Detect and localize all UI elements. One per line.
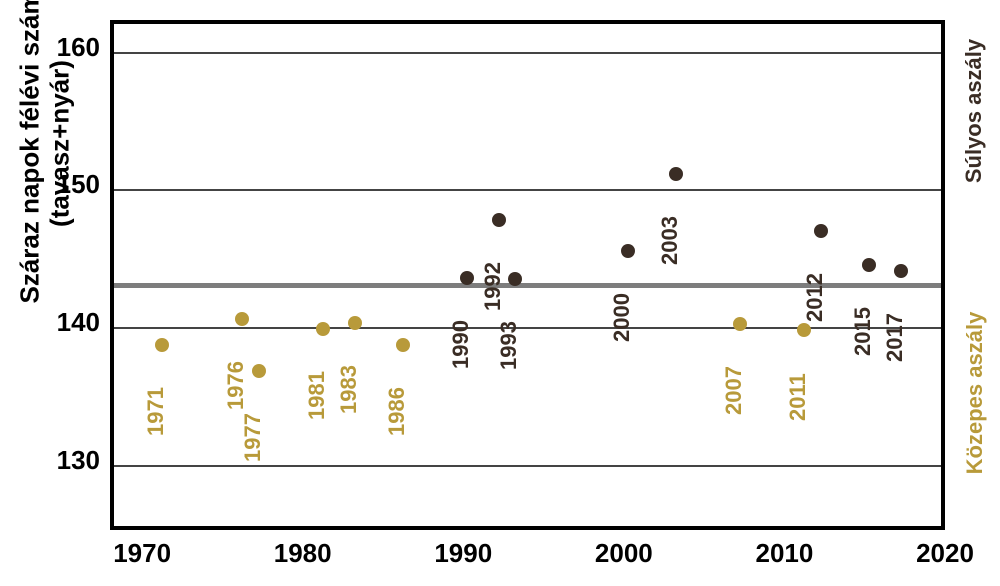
data-point — [814, 224, 828, 238]
data-point-label: 1976 — [225, 361, 247, 410]
gridline-y — [114, 465, 941, 467]
data-point — [316, 322, 330, 336]
y-tick-label: 130 — [50, 445, 100, 476]
plot-area: 1971 1976 1977 1981 1983 1986 2007 2011 1990 1992… — [110, 20, 945, 530]
data-point — [460, 271, 474, 285]
data-point-label: 1992 — [482, 262, 504, 311]
y-axis-label-line1: Száraz napok félévi száma — [15, 0, 46, 304]
data-point-label: 2011 — [787, 373, 809, 421]
data-point — [669, 167, 683, 181]
y-tick-label: 160 — [50, 32, 100, 63]
data-point — [621, 244, 635, 258]
data-point-label: 1990 — [450, 320, 472, 369]
data-point — [862, 258, 876, 272]
gridline-y — [114, 327, 941, 329]
data-point — [252, 364, 266, 378]
data-point-label: 1971 — [145, 387, 167, 436]
x-tick-label: 2020 — [905, 538, 985, 569]
data-point-label: 1993 — [498, 321, 520, 370]
data-point-label: 2003 — [659, 216, 681, 265]
data-point — [155, 338, 169, 352]
data-point-label: 1986 — [386, 387, 408, 436]
data-point-label: 1983 — [338, 365, 360, 414]
data-point — [894, 264, 908, 278]
data-point-label: 2015 — [852, 307, 874, 356]
data-point — [235, 312, 249, 326]
chart-stage: Száraz napok félévi száma (tavasz+nyár) … — [0, 0, 1000, 586]
data-point — [396, 338, 410, 352]
data-point-label: 1981 — [306, 371, 328, 420]
data-point — [508, 272, 522, 286]
data-point-label: 1977 — [242, 413, 264, 462]
gridline-y — [114, 189, 941, 191]
data-point — [492, 213, 506, 227]
data-point-label: 2007 — [723, 367, 745, 416]
y-tick-label: 150 — [50, 169, 100, 200]
data-point — [733, 317, 747, 331]
data-point-label: 2012 — [804, 273, 826, 322]
band-label-moderate: Közepes aszály — [962, 303, 988, 483]
y-tick-label: 140 — [50, 307, 100, 338]
data-point — [797, 323, 811, 337]
data-point-label: 2017 — [884, 313, 906, 362]
x-tick-label: 2010 — [744, 538, 824, 569]
x-tick-label: 1990 — [423, 538, 503, 569]
x-tick-label: 2000 — [584, 538, 664, 569]
band-label-severe: Súlyos aszály — [961, 31, 987, 191]
data-point — [348, 316, 362, 330]
data-point-label: 2000 — [611, 293, 633, 342]
x-tick-label: 1970 — [102, 538, 182, 569]
x-tick-label: 1980 — [263, 538, 343, 569]
gridline-y — [114, 52, 941, 54]
